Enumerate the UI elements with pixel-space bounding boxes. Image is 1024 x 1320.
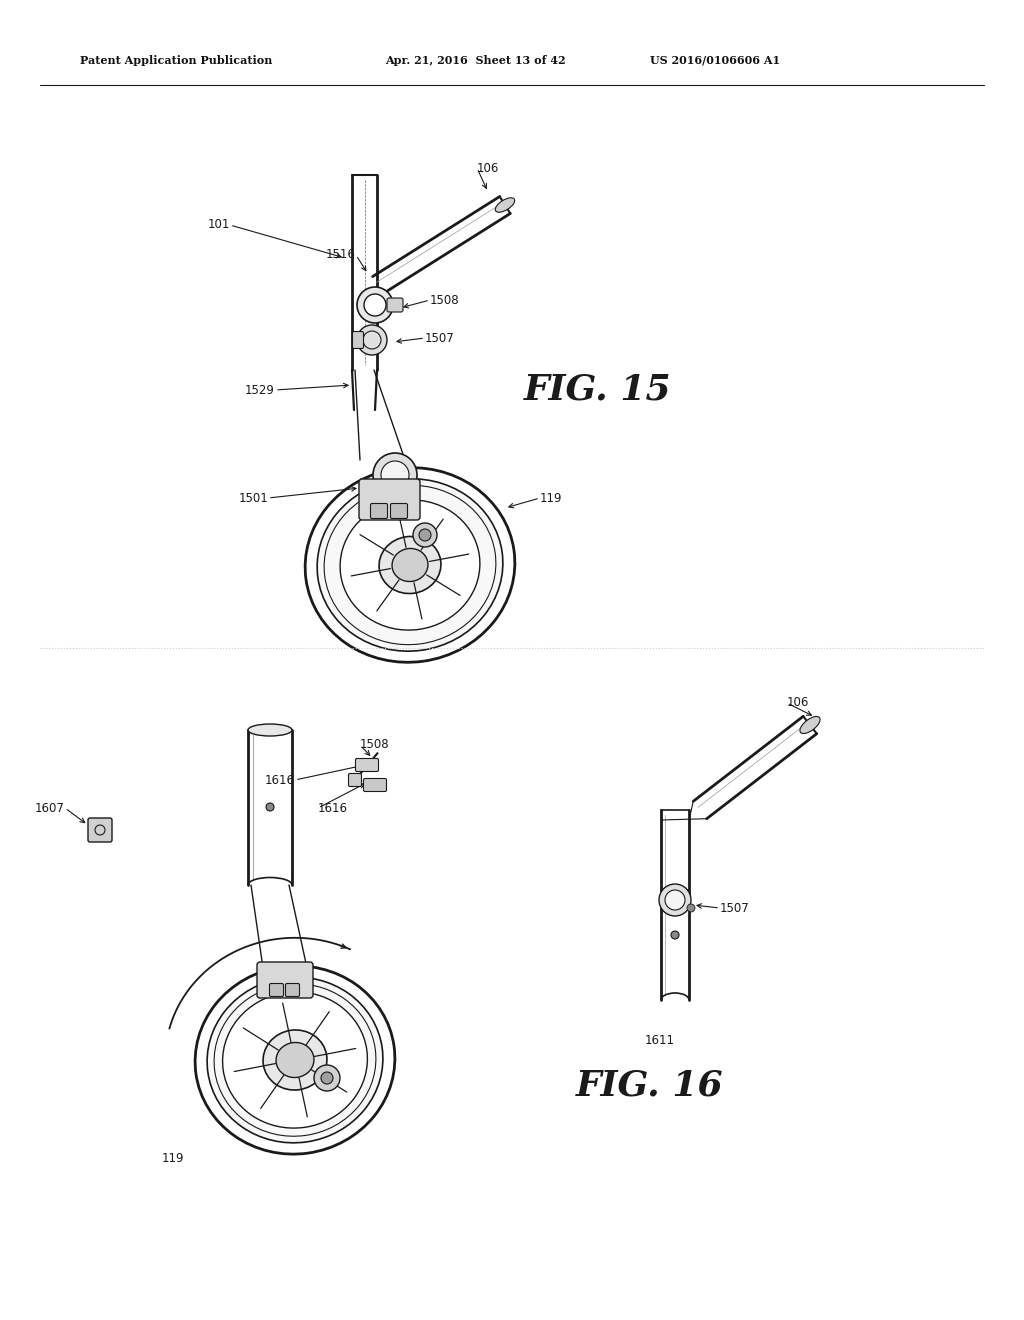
FancyBboxPatch shape [359,479,420,520]
FancyBboxPatch shape [348,774,361,787]
Ellipse shape [800,717,820,734]
Circle shape [413,523,437,546]
Circle shape [321,1072,333,1084]
Text: 1616: 1616 [265,774,295,787]
Circle shape [381,461,409,488]
Text: 1507: 1507 [720,902,750,915]
Circle shape [373,453,417,498]
Text: US 2016/0106606 A1: US 2016/0106606 A1 [650,54,780,66]
Text: 1607: 1607 [35,801,65,814]
Ellipse shape [317,479,503,651]
Circle shape [357,325,387,355]
FancyBboxPatch shape [88,818,112,842]
FancyBboxPatch shape [352,331,364,348]
Circle shape [665,890,685,909]
Ellipse shape [379,536,441,594]
Text: FIG. 16: FIG. 16 [577,1068,724,1102]
Circle shape [314,1065,340,1092]
Ellipse shape [263,1030,327,1090]
Ellipse shape [496,198,515,213]
FancyBboxPatch shape [286,983,299,997]
Text: 106: 106 [477,161,500,174]
Text: 1507: 1507 [425,331,455,345]
Text: 1611: 1611 [645,1034,675,1047]
Ellipse shape [340,500,480,630]
Circle shape [266,803,274,810]
Text: Apr. 21, 2016  Sheet 13 of 42: Apr. 21, 2016 Sheet 13 of 42 [385,54,565,66]
Ellipse shape [207,977,383,1143]
Circle shape [659,884,691,916]
Ellipse shape [276,1043,314,1077]
Text: 1529: 1529 [245,384,275,396]
Circle shape [357,286,393,323]
FancyBboxPatch shape [390,503,408,519]
Ellipse shape [392,549,428,582]
Text: 1508: 1508 [430,293,460,306]
Text: Patent Application Publication: Patent Application Publication [80,54,272,66]
Text: 119: 119 [540,491,562,504]
Text: 101: 101 [208,219,230,231]
FancyBboxPatch shape [269,983,284,997]
FancyBboxPatch shape [387,298,403,312]
FancyBboxPatch shape [364,779,386,792]
FancyBboxPatch shape [355,759,379,771]
Text: 119: 119 [162,1151,184,1164]
Text: FIG. 15: FIG. 15 [524,374,672,407]
Text: 1516: 1516 [326,248,356,261]
Text: 1501: 1501 [239,491,268,504]
Circle shape [671,931,679,939]
Circle shape [364,294,386,315]
Ellipse shape [248,723,292,737]
FancyBboxPatch shape [257,962,313,998]
Text: 1616: 1616 [318,801,348,814]
Ellipse shape [222,991,368,1129]
Circle shape [419,529,431,541]
Text: 1508: 1508 [360,738,389,751]
FancyBboxPatch shape [371,503,387,519]
Circle shape [687,904,695,912]
Text: 106: 106 [787,697,809,710]
